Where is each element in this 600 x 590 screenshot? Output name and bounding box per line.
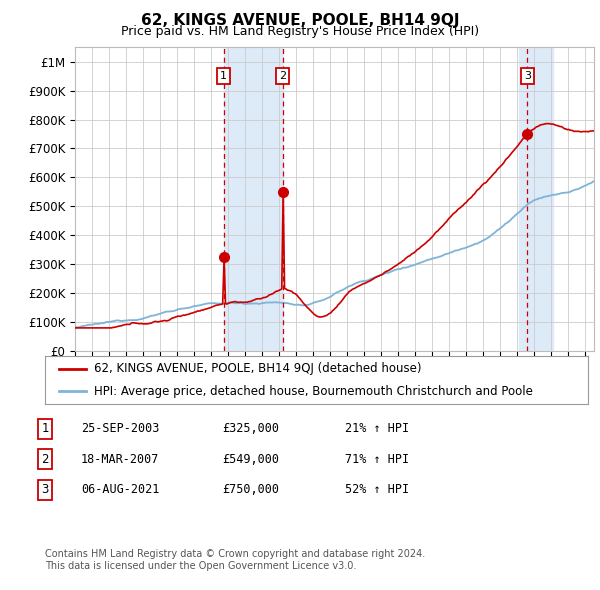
Text: 3: 3 — [524, 71, 531, 81]
Bar — [224, 47, 283, 351]
Text: 25-SEP-2003: 25-SEP-2003 — [81, 422, 160, 435]
Text: 18-MAR-2007: 18-MAR-2007 — [81, 453, 160, 466]
Text: 3: 3 — [41, 483, 49, 496]
Text: 1: 1 — [41, 422, 49, 435]
Text: 2: 2 — [279, 71, 286, 81]
Text: HPI: Average price, detached house, Bournemouth Christchurch and Poole: HPI: Average price, detached house, Bour… — [94, 385, 533, 398]
Text: 62, KINGS AVENUE, POOLE, BH14 9QJ (detached house): 62, KINGS AVENUE, POOLE, BH14 9QJ (detac… — [94, 362, 421, 375]
Text: 2: 2 — [41, 453, 49, 466]
Text: 62, KINGS AVENUE, POOLE, BH14 9QJ: 62, KINGS AVENUE, POOLE, BH14 9QJ — [141, 13, 459, 28]
Text: 1: 1 — [220, 71, 227, 81]
Text: 71% ↑ HPI: 71% ↑ HPI — [345, 453, 409, 466]
Text: £325,000: £325,000 — [222, 422, 279, 435]
Bar — [519, 47, 553, 351]
Text: Contains HM Land Registry data © Crown copyright and database right 2024.: Contains HM Land Registry data © Crown c… — [45, 549, 425, 559]
Text: £750,000: £750,000 — [222, 483, 279, 496]
Text: 06-AUG-2021: 06-AUG-2021 — [81, 483, 160, 496]
Text: This data is licensed under the Open Government Licence v3.0.: This data is licensed under the Open Gov… — [45, 561, 356, 571]
Text: £549,000: £549,000 — [222, 453, 279, 466]
Text: 52% ↑ HPI: 52% ↑ HPI — [345, 483, 409, 496]
Text: Price paid vs. HM Land Registry's House Price Index (HPI): Price paid vs. HM Land Registry's House … — [121, 25, 479, 38]
Text: 21% ↑ HPI: 21% ↑ HPI — [345, 422, 409, 435]
